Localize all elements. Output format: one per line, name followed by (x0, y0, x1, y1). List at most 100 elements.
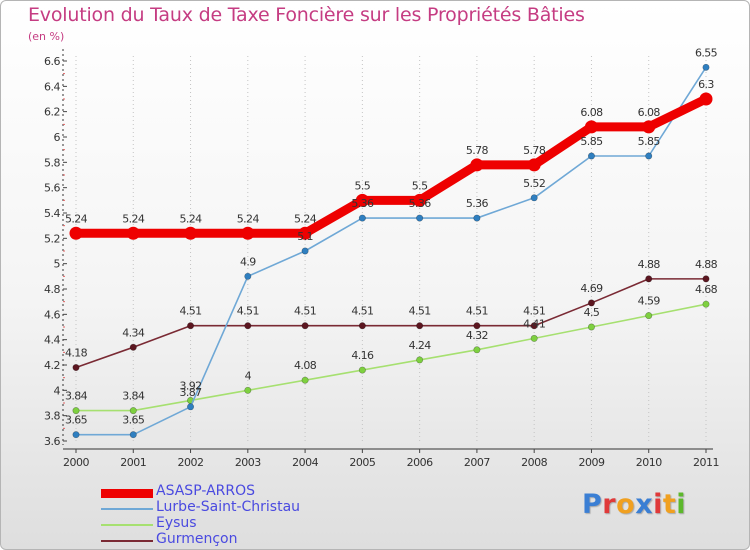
x-tick-label: 2007 (464, 456, 490, 469)
data-point-gurmencon (530, 322, 538, 330)
data-label-eysus: 4.41 (523, 317, 545, 330)
logo-letter: t (662, 489, 677, 520)
y-tick-label: 5.4 (44, 207, 60, 220)
legend-label-lurbe-saint-christau: Lurbe-Saint-Christau (156, 499, 301, 515)
legend-item-lurbe-saint-christau[interactable]: Lurbe-Saint-Christau (101, 499, 361, 517)
data-label-eysus: 4.32 (466, 329, 488, 342)
data-point-eysus (587, 323, 595, 331)
data-point-lurbe-saint-christau (702, 63, 710, 71)
data-point-gurmencon (301, 322, 309, 330)
data-point-asasp-arros (413, 193, 427, 207)
data-point-lurbe-saint-christau (587, 152, 595, 160)
data-label-gurmencon: 4.88 (695, 258, 718, 271)
data-point-asasp-arros (527, 158, 541, 172)
data-point-asasp-arros (355, 193, 369, 207)
data-point-lurbe-saint-christau (301, 247, 309, 255)
data-point-lurbe-saint-christau (129, 431, 137, 439)
data-label-gurmencon: 4.51 (351, 305, 373, 318)
legend-item-asasp-arros[interactable]: ASASP-ARROS (101, 483, 361, 501)
data-label-asasp-arros: 5.5 (355, 179, 371, 192)
data-point-gurmencon (416, 322, 424, 330)
y-tick-label: 4 (54, 384, 61, 397)
legend-swatch-asasp-arros (101, 489, 153, 498)
data-label-eysus: 3.92 (179, 379, 201, 392)
data-label-gurmencon: 4.51 (294, 305, 316, 318)
legend-label-eysus: Eysus (156, 515, 197, 531)
data-label-lurbe-saint-christau: 5.1 (297, 230, 313, 243)
data-point-asasp-arros (584, 120, 598, 134)
data-point-asasp-arros (470, 158, 484, 172)
data-point-eysus (301, 376, 309, 384)
logo-letter: r (602, 489, 617, 520)
data-point-asasp-arros (298, 226, 312, 240)
x-tick-label: 2004 (292, 456, 318, 469)
proxiti-logo[interactable]: Proxiti (582, 489, 686, 520)
data-point-gurmencon (473, 322, 481, 330)
legend-swatch-eysus (101, 524, 153, 526)
data-point-asasp-arros (241, 226, 255, 240)
data-point-eysus (358, 366, 366, 374)
series-line-asasp-arros (71, 94, 711, 238)
data-label-lurbe-saint-christau: 3.65 (65, 414, 88, 427)
legend-item-gurmencon[interactable]: Gurmençon (101, 531, 361, 549)
data-point-lurbe-saint-christau (72, 431, 80, 439)
y-tick-label: 4.4 (44, 334, 60, 347)
data-point-asasp-arros (642, 120, 656, 134)
data-label-lurbe-saint-christau: 4.9 (240, 255, 256, 268)
data-point-gurmencon (244, 322, 252, 330)
data-label-lurbe-saint-christau: 5.36 (409, 197, 432, 210)
y-tick-label: 4.8 (44, 283, 60, 296)
data-label-asasp-arros: 6.08 (580, 106, 603, 119)
data-point-eysus (244, 386, 252, 394)
data-point-gurmencon (645, 275, 653, 283)
data-point-gurmencon (129, 343, 137, 351)
data-point-gurmencon (358, 322, 366, 330)
data-point-gurmencon (587, 299, 595, 307)
logo-letter: P (582, 489, 603, 520)
legend: ASASP-ARROS Lurbe-Saint-Christau Eysus G… (101, 483, 361, 549)
series-line-eysus (75, 303, 707, 412)
data-point-eysus (473, 346, 481, 354)
series-line-gurmencon (75, 278, 707, 369)
data-point-gurmencon (702, 275, 710, 283)
data-point-eysus (702, 300, 710, 308)
data-point-lurbe-saint-christau (473, 214, 481, 222)
data-label-eysus: 4.5 (584, 306, 600, 319)
data-label-asasp-arros: 6.3 (698, 78, 714, 91)
data-label-asasp-arros: 5.24 (237, 212, 260, 225)
x-tick-label: 2008 (521, 456, 547, 469)
x-tick-label: 2002 (178, 456, 204, 469)
data-label-gurmencon: 4.51 (237, 305, 259, 318)
data-label-lurbe-saint-christau: 3.65 (122, 414, 145, 427)
data-point-eysus (72, 407, 80, 415)
data-point-lurbe-saint-christau (416, 214, 424, 222)
x-tick-label: 2011 (693, 456, 719, 469)
data-label-eysus: 4.16 (351, 349, 374, 362)
data-label-gurmencon: 4.51 (179, 305, 201, 318)
legend-item-eysus[interactable]: Eysus (101, 515, 361, 533)
series-line-lurbe-saint-christau (75, 66, 707, 436)
data-label-lurbe-saint-christau: 5.36 (351, 197, 374, 210)
y-tick-label: 3.8 (44, 410, 60, 423)
x-tick-label: 2001 (120, 456, 146, 469)
data-label-eysus: 4.68 (695, 283, 718, 296)
data-label-lurbe-saint-christau: 5.85 (638, 135, 661, 148)
data-label-lurbe-saint-christau: 5.85 (580, 135, 603, 148)
data-label-asasp-arros: 5.24 (294, 212, 317, 225)
data-point-eysus (530, 334, 538, 342)
data-point-asasp-arros (69, 226, 83, 240)
logo-letter: i (676, 489, 687, 520)
data-label-gurmencon: 4.51 (523, 305, 545, 318)
y-tick-label: 5.2 (44, 232, 60, 245)
data-label-asasp-arros: 5.24 (122, 212, 145, 225)
data-point-gurmencon (187, 322, 195, 330)
y-tick-label: 5 (54, 258, 61, 271)
y-tick-label: 4.2 (44, 359, 60, 372)
data-label-asasp-arros: 5.78 (523, 144, 546, 157)
chart-subtitle: (en %) (28, 30, 65, 43)
data-point-eysus (416, 356, 424, 364)
y-tick-label: 5.6 (44, 182, 60, 195)
data-label-gurmencon: 4.88 (638, 258, 661, 271)
